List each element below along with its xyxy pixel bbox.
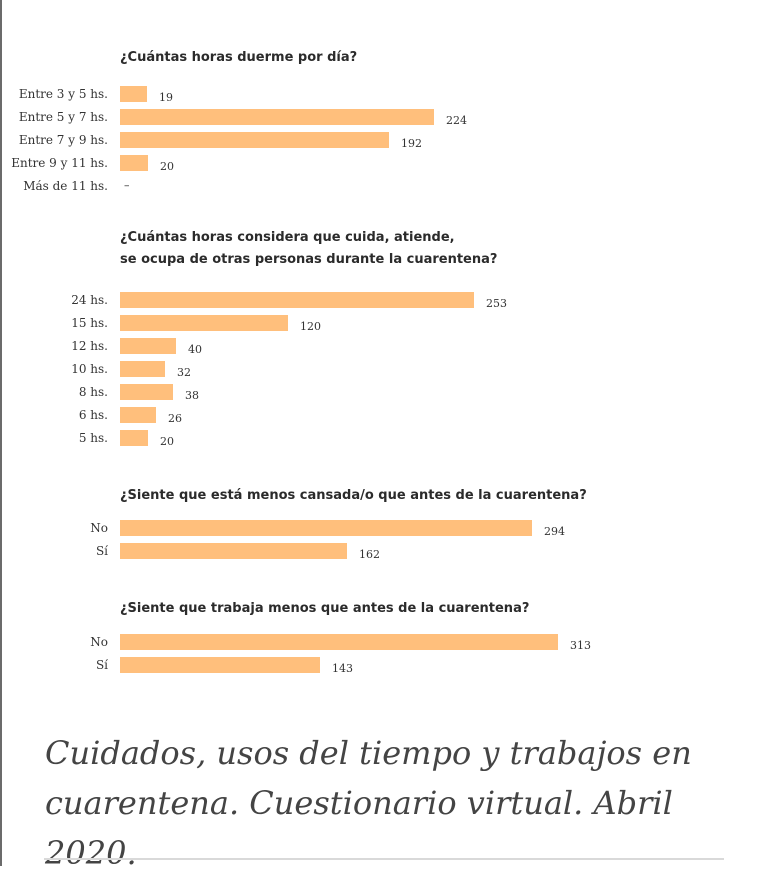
value-label: 224 [446,114,467,127]
value-label: 120 [300,320,321,333]
chart-title: ¿Siente que trabaja menos que antes de l… [120,601,530,616]
category-label: Entre 3 y 5 hs. [18,87,108,101]
value-label: 313 [570,639,591,652]
bar [120,132,389,148]
category-label: 10 hs. [71,362,108,376]
value-label: 294 [544,525,565,538]
bar [120,292,474,308]
bar [120,634,558,650]
value-label: 19 [159,91,173,104]
caption-line-1: Cuidados, usos del tiempo y trabajos en [45,734,692,772]
category-label: No [90,635,108,649]
category-label: Sí [95,658,108,672]
value-label: 20 [160,435,174,448]
bar [120,338,176,354]
category-label: No [90,521,108,535]
category-label: Entre 5 y 7 hs. [18,110,108,124]
value-label: 20 [160,160,174,173]
bar [120,315,288,331]
bar [120,543,347,559]
chart-title: se ocupa de otras personas durante la cu… [120,252,498,267]
category-label: 12 hs. [71,339,108,353]
value-label: – [124,179,130,192]
left-border-line [0,0,2,866]
bar [120,657,320,673]
bar [120,86,147,102]
value-label: 32 [177,366,191,379]
value-label: 40 [188,343,202,356]
value-label: 26 [168,412,182,425]
category-label: Entre 7 y 9 hs. [18,133,108,147]
value-label: 38 [185,389,199,402]
bar [120,407,156,423]
bar [120,520,532,536]
bar [120,155,148,171]
bar [120,109,434,125]
chart-title: ¿Cuántas horas considera que cuida, atie… [120,230,455,245]
category-label: 8 hs. [78,385,108,399]
bar [120,384,173,400]
chart-title: ¿Cuántas horas duerme por día? [120,50,358,65]
bar [120,361,165,377]
chart-title: ¿Siente que está menos cansada/o que ant… [120,488,587,503]
category-label: Entre 9 y 11 hs. [11,156,108,170]
figure-caption: Cuidados, usos del tiempo y trabajos en … [45,728,735,878]
category-label: 5 hs. [78,431,108,445]
category-label: 15 hs. [71,316,108,330]
value-label: 162 [359,548,380,561]
category-label: Más de 11 hs. [23,179,108,193]
bar [120,430,148,446]
category-label: 24 hs. [71,293,108,307]
value-label: 253 [486,297,507,310]
category-label: 6 hs. [78,408,108,422]
bottom-divider [44,858,724,860]
value-label: 192 [401,137,422,150]
category-label: Sí [95,544,108,558]
value-label: 143 [332,662,353,675]
caption-line-2: cuarentena. Cuestionario virtual. Abril … [45,784,673,872]
